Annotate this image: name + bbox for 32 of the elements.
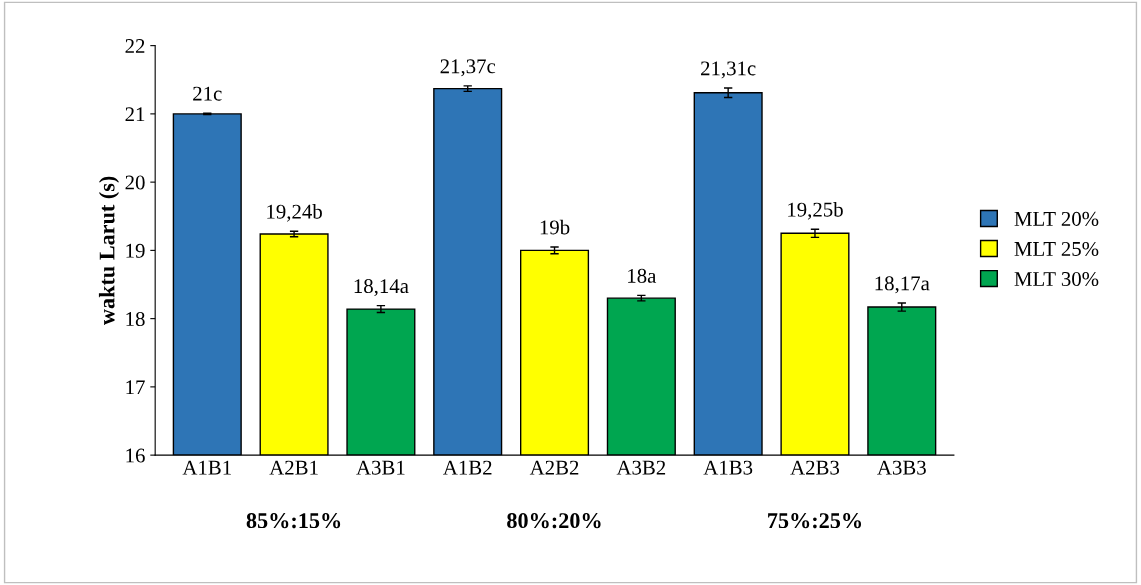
y-tick-label: 20 (125, 175, 145, 190)
x-tick-label: A3B2 (616, 460, 666, 475)
legend-label: MLT 20% (1014, 211, 1099, 226)
data-label: 19,24b (267, 204, 322, 222)
text: 85%:15% (246, 513, 341, 529)
data-label: 18a (628, 268, 657, 283)
x-tick-label: A2B1 (269, 460, 318, 475)
x-tick-label: A3B1 (356, 460, 405, 475)
data-label: 21c (193, 86, 222, 101)
y-tick-label: 21 (125, 107, 145, 122)
y-tick-label: 18 (126, 312, 145, 327)
x-tick-label: A2B3 (790, 460, 840, 475)
data-label: 18,14a (354, 279, 409, 297)
y-tick-label: 16 (126, 448, 145, 463)
text: 75%:25% (768, 513, 862, 529)
data-label: 21,37c (440, 59, 496, 77)
legend-label: MLT 30% (1014, 271, 1099, 287)
x-tick-label: A3B3 (877, 460, 926, 475)
legend-label: MLT 25% (1014, 241, 1099, 257)
y-axis-title: waktu Larut (s) (98, 176, 120, 326)
x-tick-label: A1B3 (703, 460, 753, 475)
data-label: 19b (540, 219, 570, 235)
data-label: 21,31c (701, 61, 756, 79)
y-tick-label: 19 (126, 243, 145, 258)
data-label: 19,25b (788, 202, 843, 220)
y-tick-label: 17 (126, 380, 145, 395)
x-tick-label: A1B2 (443, 460, 492, 475)
x-tick-label: A2B2 (529, 460, 579, 475)
y-tick-label: 22 (125, 39, 145, 53)
x-tick-label: A1B1 (182, 460, 231, 475)
data-label: 18,17a (875, 276, 930, 294)
text: 80%:20% (507, 513, 601, 529)
